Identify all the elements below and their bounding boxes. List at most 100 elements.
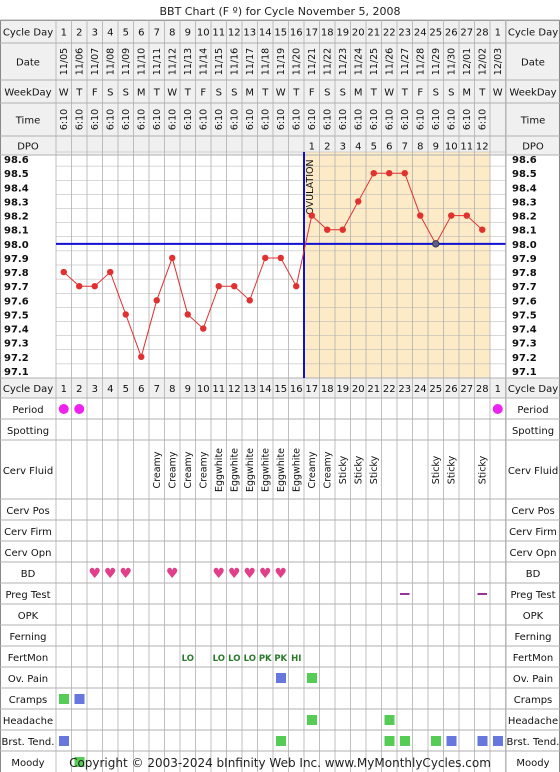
weekday-cell: S (231, 88, 237, 99)
row-label-right-fertmon: FertMon (513, 653, 553, 664)
cervical-fluid-entry: Creamy (183, 451, 194, 488)
cycle-day-cell: 1 (61, 384, 67, 395)
cycle-day-cell: 6 (138, 384, 144, 395)
temperature-point (200, 325, 207, 332)
weekday-cell: W (493, 88, 503, 99)
row-label-ov-pain: Ov. Pain (8, 674, 48, 685)
cervical-fluid-entry: Sticky (477, 455, 488, 484)
cycle_day-cell: 13 (243, 28, 256, 39)
cervical-fluid-entry: Creamy (198, 451, 209, 488)
row-label-right-cerv-pos: Cerv Pos (511, 506, 554, 517)
temperature-point (122, 311, 129, 318)
cervical-fluid-entry: Sticky (369, 455, 380, 484)
time-cell: 6:10 (462, 109, 473, 130)
dpo-cell: 1 (309, 142, 315, 153)
cervical-fluid-entry: Eggwhite (260, 448, 271, 492)
weekday-cell: S (216, 88, 222, 99)
y-tick-label-right: 97.3 (512, 339, 537, 350)
cycle_day-cell: 19 (336, 28, 349, 39)
weekday-cell: M (137, 88, 146, 99)
y-tick-label: 97.2 (4, 353, 29, 364)
date-cell: 11/21 (307, 48, 318, 75)
time-cell: 6:10 (291, 109, 302, 130)
cycle_day-cell: 3 (92, 28, 98, 39)
y-tick-label: 98.5 (4, 169, 29, 180)
cycle-day-cell: 5 (123, 384, 129, 395)
weekday-cell: M (245, 88, 254, 99)
row-label-cerv-firm: Cerv Firm (4, 527, 52, 538)
time-cell: 6:10 (136, 109, 147, 130)
y-tick-label-right: 97.5 (512, 310, 537, 321)
temperature-point (138, 353, 145, 361)
dpo-cell: 5 (371, 142, 377, 153)
time-cell: 6:10 (121, 109, 132, 130)
time-cell: 6:10 (384, 109, 395, 130)
y-tick-label: 98.3 (4, 197, 29, 208)
bd-heart-icon: ♥ (259, 566, 272, 582)
weekday-cell: T (370, 88, 378, 99)
date-cell: 11/12 (167, 48, 178, 75)
dpo-cell: 10 (445, 142, 458, 153)
date-cell: 11/08 (105, 48, 116, 75)
weekday-cell: T (292, 88, 300, 99)
row-label-weekday: WeekDay (4, 88, 51, 99)
fertmon-reading: LO (244, 654, 256, 664)
weekday-cell: W (384, 88, 394, 99)
cycle_day-cell: 24 (414, 28, 427, 39)
bd-heart-icon: ♥ (166, 566, 179, 582)
preg-test-dash (400, 593, 410, 595)
weekday-cell: F (309, 88, 315, 99)
symptom-marker (59, 736, 69, 746)
weekday-cell: M (462, 88, 471, 99)
weekday-cell: T (401, 88, 409, 99)
dpo-cell: 12 (476, 142, 489, 153)
time-cell: 6:10 (260, 109, 271, 130)
temperature-point (76, 282, 83, 290)
time-cell: 6:10 (353, 109, 364, 130)
symptom-marker (477, 736, 488, 746)
date-cell: 11/07 (90, 48, 101, 75)
cycle-day-cell: 13 (243, 384, 256, 395)
y-tick-label: 97.8 (4, 268, 29, 279)
date-cell: 11/05 (59, 48, 70, 75)
header-row-bg (0, 378, 560, 398)
date-cell: 11/29 (431, 48, 442, 75)
fertmon-reading: LO (182, 654, 194, 664)
cycle_day-cell: 27 (460, 28, 473, 39)
y-tick-label: 98.6 (4, 155, 29, 166)
row-label-right-cramps: Cramps (514, 695, 553, 706)
y-tick-label-right: 98.1 (512, 226, 537, 237)
row-label-right-cerv-opn: Cerv Opn (510, 548, 557, 559)
cycle_day-cell: 2 (76, 28, 82, 39)
cycle-day-cell: 3 (92, 384, 98, 395)
row-label-cycle_day: Cycle Day (3, 28, 53, 39)
dpo-cell: 4 (355, 142, 361, 153)
cycle_day-cell: 5 (123, 28, 129, 39)
temperature-point (355, 198, 362, 205)
symptom-marker (446, 736, 457, 746)
symptom-marker (276, 673, 286, 683)
fertmon-reading: LO (213, 654, 225, 664)
cycle-day-cell: 18 (321, 384, 334, 395)
cycle_day-cell: 9 (185, 28, 191, 39)
date-cell: 12/01 (462, 48, 473, 75)
date-cell: 12/02 (477, 48, 488, 75)
y-tick-label: 98.4 (4, 183, 29, 194)
y-tick-label-right: 97.7 (512, 282, 537, 293)
temperature-point (448, 212, 455, 219)
date-cell: 11/28 (415, 48, 426, 75)
row-label-right-bd: BD (526, 569, 541, 580)
bd-heart-icon: ♥ (274, 566, 287, 582)
temperature-line (63, 172, 483, 359)
bd-heart-icon: ♥ (119, 566, 132, 582)
time-cell: 6:10 (183, 109, 194, 130)
y-tick-label: 98.1 (4, 226, 29, 237)
dpo-cell: 9 (433, 142, 439, 153)
header-row-bg (0, 43, 560, 80)
temperature-point (153, 297, 160, 304)
cervical-fluid-entry: Creamy (152, 451, 163, 488)
temperature-point (370, 169, 377, 177)
weekday-cell: S (448, 88, 454, 99)
row-label-right-brst-tend-: Brst. Tend. (507, 737, 560, 748)
cervical-fluid-entry: Eggwhite (229, 448, 240, 492)
